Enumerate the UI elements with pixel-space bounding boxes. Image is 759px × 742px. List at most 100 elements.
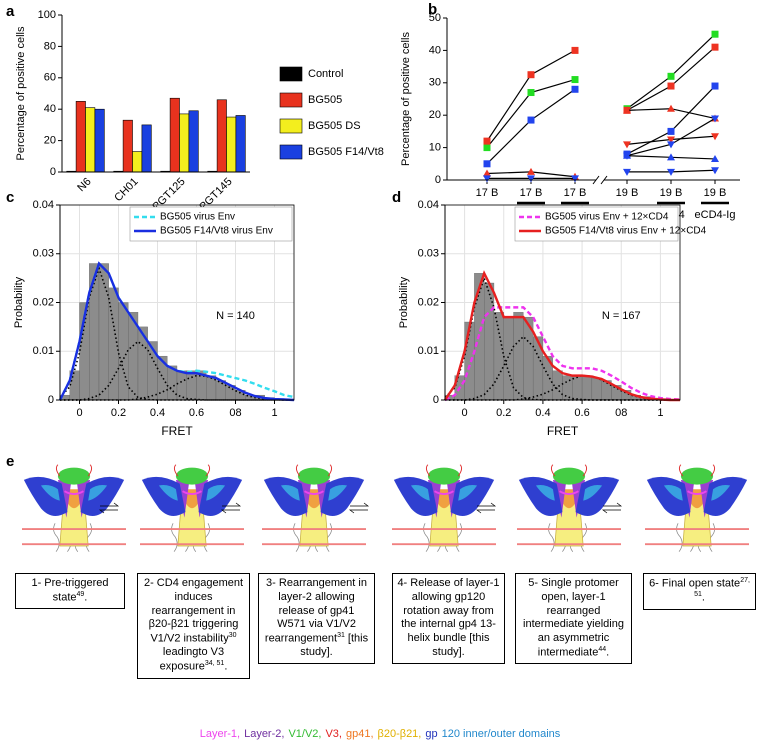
panel-letter: b — [428, 1, 437, 18]
marker — [667, 72, 675, 80]
legend-label: BG505 — [308, 94, 342, 106]
marker — [623, 168, 631, 176]
bar — [179, 113, 190, 173]
bar — [75, 101, 86, 173]
legend-swatch — [279, 118, 303, 134]
marker — [571, 76, 579, 84]
y-tick-label: 0 — [50, 166, 56, 178]
bar — [188, 110, 199, 173]
histogram-bar — [581, 375, 593, 401]
step-text: [this study]. — [300, 632, 369, 659]
marker — [711, 43, 719, 51]
citation: 31 — [337, 632, 345, 639]
x-tick-label: 08 — [615, 407, 627, 419]
marker — [667, 153, 675, 161]
x-tick-label: 0 — [462, 407, 468, 419]
marker — [711, 133, 719, 141]
color-legend: Layer-1, Layer-2, V1/V2, V3, gp41, β20-β21, gp… — [200, 728, 561, 740]
legend-label: BG505 F14/Vt8 virus Env — [160, 226, 273, 237]
histogram-bar — [513, 312, 524, 401]
marker — [623, 151, 631, 159]
step-text: 5- Single protomer open, layer-1 rearran… — [523, 577, 624, 659]
fit-curve — [444, 306, 681, 402]
x-tick-label: 19 B — [616, 187, 639, 199]
x-tick-label: 0.6 — [189, 407, 204, 419]
marker — [483, 169, 491, 177]
marker — [483, 144, 491, 152]
y-tick-label: 0.03 — [418, 248, 439, 260]
fit-curve — [60, 374, 294, 401]
legend-label: BG505 virus Env — [160, 212, 235, 223]
citation: 34, 51 — [204, 660, 225, 668]
marker — [711, 167, 719, 175]
histogram-bar — [176, 370, 187, 401]
bar — [216, 99, 227, 173]
legend-box — [514, 206, 679, 242]
marker — [667, 136, 675, 144]
step-text: 3- Rearrangement in layer-2 allowing rel… — [264, 577, 367, 645]
histogram-bar — [591, 377, 602, 401]
y-tick-label: 30 — [429, 77, 441, 89]
y-tick-label: 40 — [44, 103, 56, 115]
y-tick-label: 0.03 — [33, 248, 54, 260]
marker — [711, 154, 719, 162]
step-text: . — [701, 592, 705, 605]
legend-item: Layer-2, — [244, 728, 284, 740]
bar — [226, 116, 237, 173]
x-tick-label: 19 B — [704, 187, 727, 199]
legend-item: V3, — [325, 728, 342, 740]
y-tick-label: 100 — [38, 9, 56, 21]
env-model — [140, 463, 244, 553]
marker — [527, 116, 535, 124]
x-tick-label: 1 — [657, 407, 663, 419]
histogram-bar — [484, 282, 495, 401]
bar — [122, 119, 133, 173]
y-tick-label: 0.02 — [418, 296, 439, 308]
x-tick-label: 17 B — [564, 187, 587, 199]
marker — [527, 89, 535, 97]
legend-box — [129, 206, 293, 242]
x-tick-label: 19 B — [660, 187, 683, 199]
x-tick-label: 0.4 — [150, 407, 165, 419]
step-text: 4- Release of layer-1 allowing gp120 rot… — [397, 577, 500, 658]
marker — [623, 106, 631, 114]
step-text: 1- Pre-triggered state — [31, 577, 109, 604]
legend-label: BG505 F14/Vt8 virus Env + 12×CD4 — [545, 226, 707, 237]
env-model — [392, 463, 496, 553]
x-axis — [447, 175, 740, 185]
marker — [667, 82, 675, 90]
y-tick-label: 0 — [433, 394, 439, 406]
legend-item: Layer-1, — [200, 728, 240, 740]
step-box: 1- Pre-triggered state49. — [15, 573, 125, 610]
y-axis-label: Percentage of positive cells — [400, 32, 412, 166]
marker — [527, 175, 535, 183]
marker — [667, 168, 675, 176]
equilibrium-arrows — [98, 502, 623, 514]
step-box: 5- Single protomer open, layer-1 rearran… — [515, 573, 632, 665]
annotation: N = 167 — [602, 310, 641, 322]
series-line — [486, 88, 576, 165]
x-tick-label: 1 — [271, 407, 277, 419]
step-text: . — [606, 646, 610, 659]
marker — [571, 85, 579, 93]
legend-label: BG505 DS — [308, 120, 361, 132]
y-tick-label: 20 — [429, 109, 441, 121]
legend-swatch — [279, 92, 303, 108]
histogram-bar — [186, 370, 197, 401]
y-tick-label: 80 — [44, 40, 56, 52]
y-tick-label: 40 — [429, 44, 441, 56]
x-sublabel: eCD4-Ig — [695, 209, 736, 221]
marker — [667, 104, 675, 112]
y-axis-label: Percentage of positive cells — [15, 26, 27, 160]
x-tick-label: 17 B — [476, 187, 499, 199]
marker — [667, 141, 675, 149]
marker — [667, 127, 675, 135]
x-axis-label: FRET — [161, 424, 193, 438]
legend-label: BG505 virus Env + 12×CD4 — [545, 212, 669, 223]
legend-item: 120 inner/outer domains — [442, 728, 561, 740]
env-model — [262, 463, 366, 553]
step-text: . — [224, 660, 228, 673]
legend-label: Control — [308, 68, 343, 80]
